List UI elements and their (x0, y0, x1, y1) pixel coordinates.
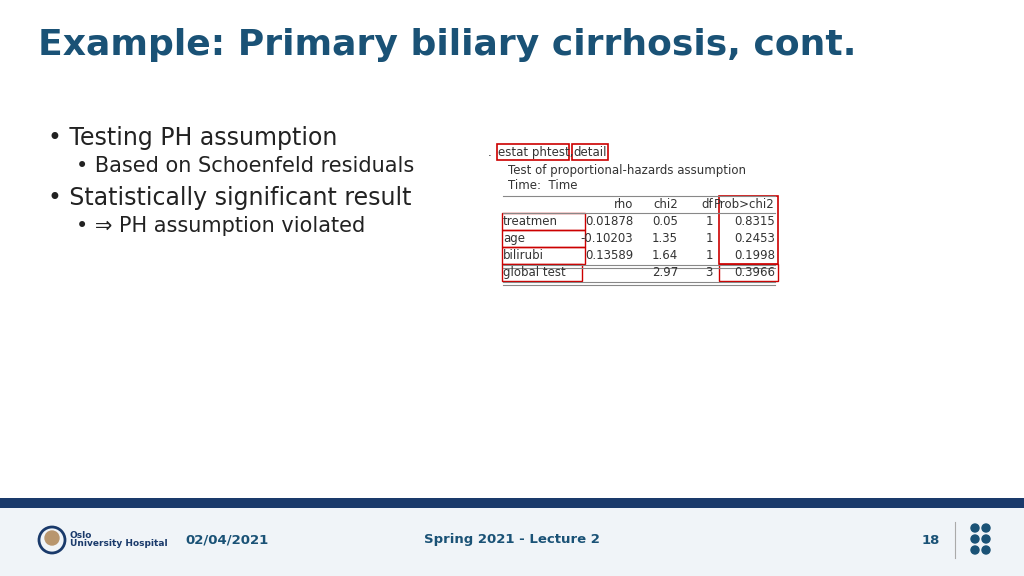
Text: -0.10203: -0.10203 (581, 232, 633, 245)
Bar (0, 524, 1024, 528)
Bar (502, 213, 585, 230)
Bar (572, 144, 608, 160)
Text: detail: detail (573, 146, 606, 159)
Text: Example: Primary biliary cirrhosis, cont.: Example: Primary biliary cirrhosis, cont… (38, 28, 856, 62)
Text: 0.3966: 0.3966 (734, 266, 775, 279)
Text: 0.13589: 0.13589 (585, 249, 633, 262)
Circle shape (971, 524, 979, 532)
Bar (719, 264, 778, 281)
Text: 1: 1 (706, 215, 713, 228)
Text: 0.01878: 0.01878 (585, 215, 633, 228)
Circle shape (982, 546, 990, 554)
Text: • Testing PH assumption: • Testing PH assumption (48, 126, 337, 150)
Bar (502, 230, 585, 247)
Text: Spring 2021 - Lecture 2: Spring 2021 - Lecture 2 (424, 533, 600, 547)
Text: University Hospital: University Hospital (70, 540, 168, 548)
Bar (0, 518, 1024, 524)
Text: 0.1998: 0.1998 (734, 249, 775, 262)
Text: 1: 1 (706, 232, 713, 245)
Text: Time:  Time: Time: Time (508, 179, 578, 192)
Text: 1: 1 (706, 249, 713, 262)
Text: 0.8315: 0.8315 (734, 215, 775, 228)
Circle shape (971, 535, 979, 543)
Text: 1.35: 1.35 (652, 232, 678, 245)
Text: bilirubi: bilirubi (503, 249, 544, 262)
Text: estat phtest,: estat phtest, (498, 146, 573, 159)
Text: 02/04/2021: 02/04/2021 (185, 533, 268, 547)
Circle shape (982, 535, 990, 543)
Text: rho: rho (613, 198, 633, 211)
Text: • ⇒ PH assumption violated: • ⇒ PH assumption violated (76, 216, 366, 236)
Text: df: df (701, 198, 713, 211)
Text: Test of proportional-hazards assumption: Test of proportional-hazards assumption (508, 164, 746, 177)
Bar (719, 196, 778, 264)
Text: 1.64: 1.64 (651, 249, 678, 262)
Text: global test: global test (503, 266, 565, 279)
Bar (502, 247, 585, 264)
Bar (0, 508, 1024, 576)
Circle shape (982, 524, 990, 532)
Text: 3: 3 (706, 266, 713, 279)
Bar (0, 498, 1024, 508)
Text: .: . (488, 146, 496, 159)
Text: chi2: chi2 (653, 198, 678, 211)
Text: 0.05: 0.05 (652, 215, 678, 228)
Circle shape (971, 546, 979, 554)
Text: treatmen: treatmen (503, 215, 558, 228)
Circle shape (45, 531, 59, 545)
Text: • Statistically significant result: • Statistically significant result (48, 186, 412, 210)
Bar (0, 508, 1024, 518)
Text: Prob>chi2: Prob>chi2 (715, 198, 775, 211)
Text: • Based on Schoenfeld residuals: • Based on Schoenfeld residuals (76, 156, 415, 176)
Text: 0.2453: 0.2453 (734, 232, 775, 245)
Text: Oslo: Oslo (70, 532, 92, 540)
Bar (497, 144, 569, 160)
Text: 2.97: 2.97 (651, 266, 678, 279)
Bar (502, 264, 582, 281)
Text: 18: 18 (922, 533, 940, 547)
Text: age: age (503, 232, 525, 245)
